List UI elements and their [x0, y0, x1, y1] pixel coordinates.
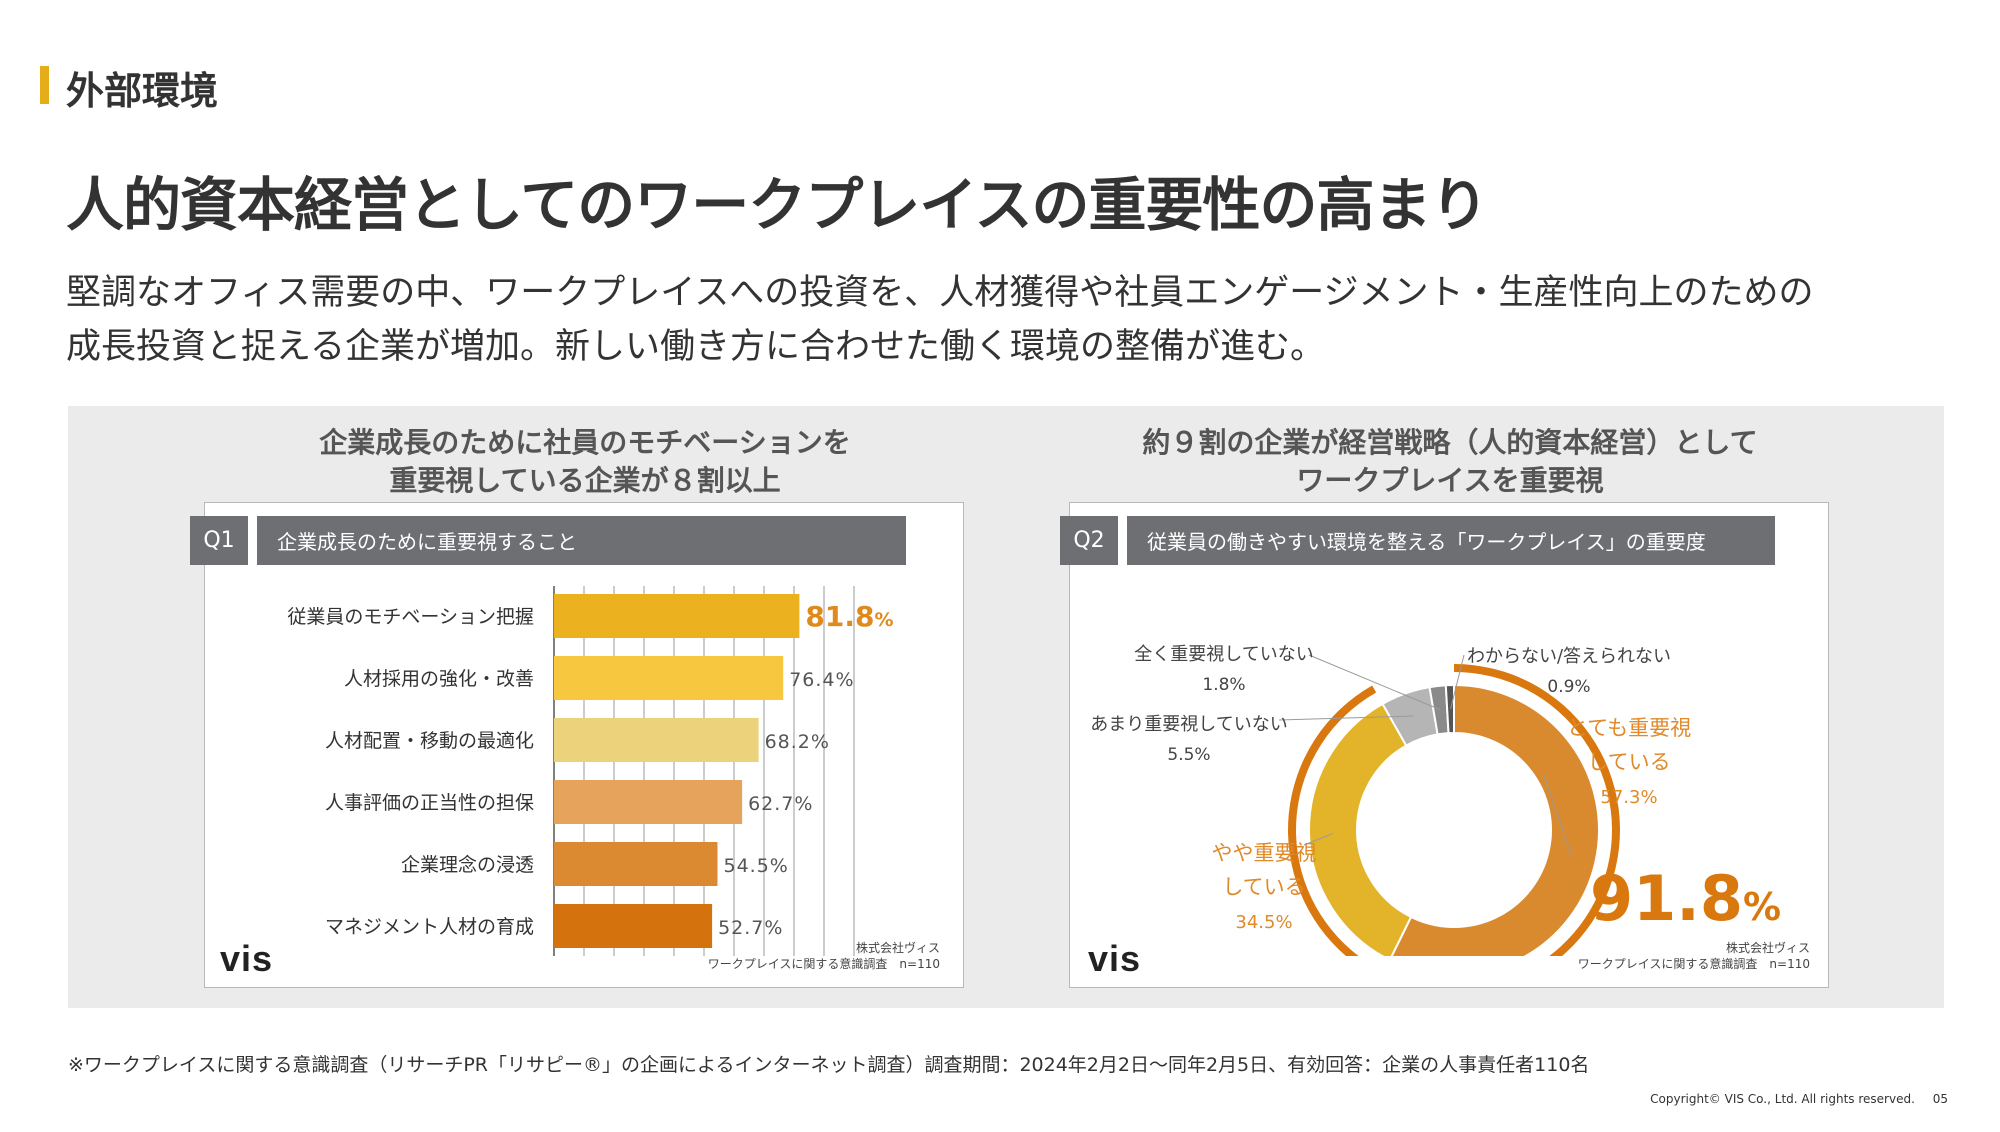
bar-category-label: 従業員のモチベーション把握 [287, 606, 534, 628]
donut-slice-value: 34.5% [1235, 912, 1292, 933]
donut-slice-label: とても重要視 [1567, 716, 1691, 740]
bar [554, 656, 784, 700]
bar-value-label: 68.2% [765, 731, 830, 753]
donut-slice [1390, 683, 1600, 956]
donut-slice-label: やや重要視 [1212, 841, 1317, 865]
q2-source-line-2: ワークプレイスに関する意識調査 n=110 [1577, 957, 1810, 971]
section-label: 外部環境 [66, 69, 219, 113]
lead-line-2: 成長投資と捉える企業が増加。新しい働き方に合わせた働く環境の整備が進む。 [66, 327, 1325, 367]
bar-category-label: 人材採用の強化・改善 [344, 668, 534, 690]
q2-question: 従業員の働きやすい環境を整える「ワークプレイス」の重要度 [1127, 516, 1775, 565]
bar-value-label: 54.5% [724, 855, 789, 877]
left-heading-line-1: 企業成長のために社員のモチベーションを [319, 426, 851, 459]
donut-slice-label: している [1222, 875, 1305, 899]
bar [554, 594, 800, 638]
donut-slice-label: あまり重要視していない [1090, 714, 1287, 735]
q2-tag: Q2 [1060, 516, 1118, 565]
bar-value-label: 81.8% [805, 600, 893, 633]
donut-slice-label: わからない/答えられない [1467, 646, 1671, 667]
bar-category-label: 人材配置・移動の最適化 [325, 730, 534, 752]
donut-slice-value: 1.8% [1202, 675, 1245, 695]
q2-total: 91.8% [1590, 862, 1781, 935]
footnote: ※ワークプレイスに関する意識調査（リサーチPR「リサピー®」の企画によるインター… [68, 1054, 1590, 1076]
q1-bar-chart: 従業員のモチベーション把握人材採用の強化・改善人材配置・移動の最適化人事評価の正… [287, 586, 894, 956]
page-title: 人的資本経営としてのワークプレイスの重要性の高まり [66, 171, 1489, 239]
q2-card [1069, 502, 1829, 988]
bar [554, 718, 759, 762]
lead-line-1: 堅調なオフィス需要の中、ワークプレイスへの投資を、人材獲得や社員エンゲージメント… [66, 273, 1814, 313]
donut-slice [1308, 702, 1413, 956]
bar-category-label: 企業理念の浸透 [401, 853, 534, 876]
bar [554, 904, 713, 948]
q2-total-unit: % [1742, 885, 1782, 929]
bar-category-label: 人事評価の正当性の担保 [325, 792, 534, 814]
q2-source-line-1: 株式会社ヴィス [1725, 941, 1810, 955]
q1-tag: Q1 [190, 516, 248, 565]
donut-outer-ring [1288, 664, 1620, 956]
vis-logo-right: vis [1088, 938, 1142, 979]
donut-leader-line [1278, 715, 1414, 721]
donut-slice-value: 57.3% [1600, 787, 1657, 808]
q1-source-line-2: ワークプレイスに関する意識調査 n=110 [707, 957, 940, 971]
q1-question: 企業成長のために重要視すること [257, 516, 906, 565]
donut-leader-line [1543, 774, 1573, 858]
donut-slice-label: している [1587, 750, 1670, 774]
q2-donut-chart: とても重要視している57.3%やや重要視している34.5%あまり重要視していない… [1090, 644, 1691, 956]
donut-slice-value: 0.9% [1547, 677, 1590, 697]
lead-text: 堅調なオフィス需要の中、ワークプレイスへの投資を、人材獲得や社員エンゲージメント… [66, 266, 1946, 374]
bar-value-label: 76.4% [789, 669, 854, 691]
right-heading-line-2: ワークプレイスを重要視 [1296, 464, 1604, 497]
q2-total-value: 91.8 [1590, 862, 1743, 935]
bar-value-number: 81.8 [805, 600, 874, 633]
donut-slice-label: 全く重要視していない [1134, 644, 1313, 665]
bar-value-unit: % [874, 609, 893, 631]
q2-source: 株式会社ヴィス ワークプレイスに関する意識調査 n=110 [1490, 940, 1810, 972]
section-accent-bar [40, 66, 49, 104]
donut-slice-value: 5.5% [1167, 745, 1210, 765]
right-heading-line-1: 約９割の企業が経営戦略（人的資本経営）として [1142, 426, 1758, 459]
q1-source: 株式会社ヴィス ワークプレイスに関する意識調査 n=110 [620, 940, 940, 972]
left-heading-line-2: 重要視している企業が８割以上 [389, 464, 781, 497]
page-number: 05 [1932, 1092, 1948, 1106]
donut-leader-line [1303, 832, 1334, 846]
q1-source-line-1: 株式会社ヴィス [855, 941, 940, 955]
bar-value-label: 62.7% [748, 793, 813, 815]
bar [554, 780, 743, 824]
donut-slice [1444, 683, 1455, 735]
bar [554, 842, 718, 886]
left-heading: 企業成長のために社員のモチベーションを 重要視している企業が８割以上 [205, 424, 965, 500]
bar-value-label: 52.7% [718, 917, 783, 939]
copyright: Copyright© VIS Co., Ltd. All rights rese… [1650, 1092, 1948, 1106]
copyright-text: Copyright© VIS Co., Ltd. All rights rese… [1650, 1092, 1915, 1106]
vis-logo-left: vis [220, 938, 274, 979]
right-heading: 約９割の企業が経営戦略（人的資本経営）として ワークプレイスを重要視 [1070, 424, 1830, 500]
donut-leader-line [1308, 654, 1441, 711]
bar-category-label: マネジメント人材の育成 [325, 916, 534, 938]
donut-leader-line [1450, 654, 1465, 710]
